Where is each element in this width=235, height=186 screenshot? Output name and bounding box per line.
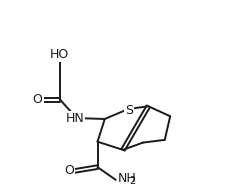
Text: O: O xyxy=(33,93,43,106)
Text: HO: HO xyxy=(50,48,69,61)
Text: NH: NH xyxy=(118,172,136,185)
Text: 2: 2 xyxy=(129,176,136,186)
Text: S: S xyxy=(125,104,133,117)
Text: HN: HN xyxy=(65,112,84,125)
Text: O: O xyxy=(64,164,74,177)
